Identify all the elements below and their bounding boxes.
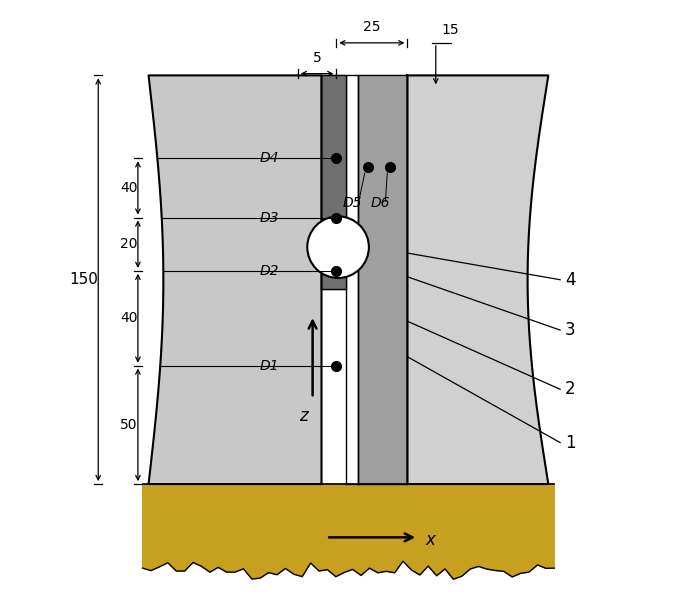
Text: D1: D1 (259, 359, 279, 372)
Text: D6: D6 (371, 196, 390, 210)
Text: 50: 50 (120, 418, 138, 432)
Text: 5: 5 (312, 51, 321, 65)
Circle shape (308, 217, 369, 278)
Text: D3: D3 (259, 211, 279, 224)
Polygon shape (321, 76, 346, 289)
Text: 150: 150 (69, 273, 98, 287)
Text: D4: D4 (259, 151, 279, 165)
Polygon shape (149, 76, 321, 484)
Text: D5: D5 (342, 196, 362, 210)
Text: 3: 3 (565, 321, 576, 339)
Text: 25: 25 (363, 20, 380, 34)
Text: 4: 4 (565, 271, 575, 289)
Text: 40: 40 (120, 311, 138, 325)
Polygon shape (358, 76, 407, 484)
Polygon shape (407, 76, 548, 484)
Text: 2: 2 (565, 380, 576, 398)
Text: 20: 20 (120, 237, 138, 251)
Text: 40: 40 (120, 181, 138, 195)
Text: 1: 1 (565, 434, 576, 452)
Text: 15: 15 (442, 23, 460, 37)
Text: z: z (299, 407, 308, 425)
Text: D2: D2 (259, 264, 279, 278)
Text: x: x (426, 531, 436, 549)
Polygon shape (346, 76, 358, 484)
Polygon shape (142, 484, 555, 579)
